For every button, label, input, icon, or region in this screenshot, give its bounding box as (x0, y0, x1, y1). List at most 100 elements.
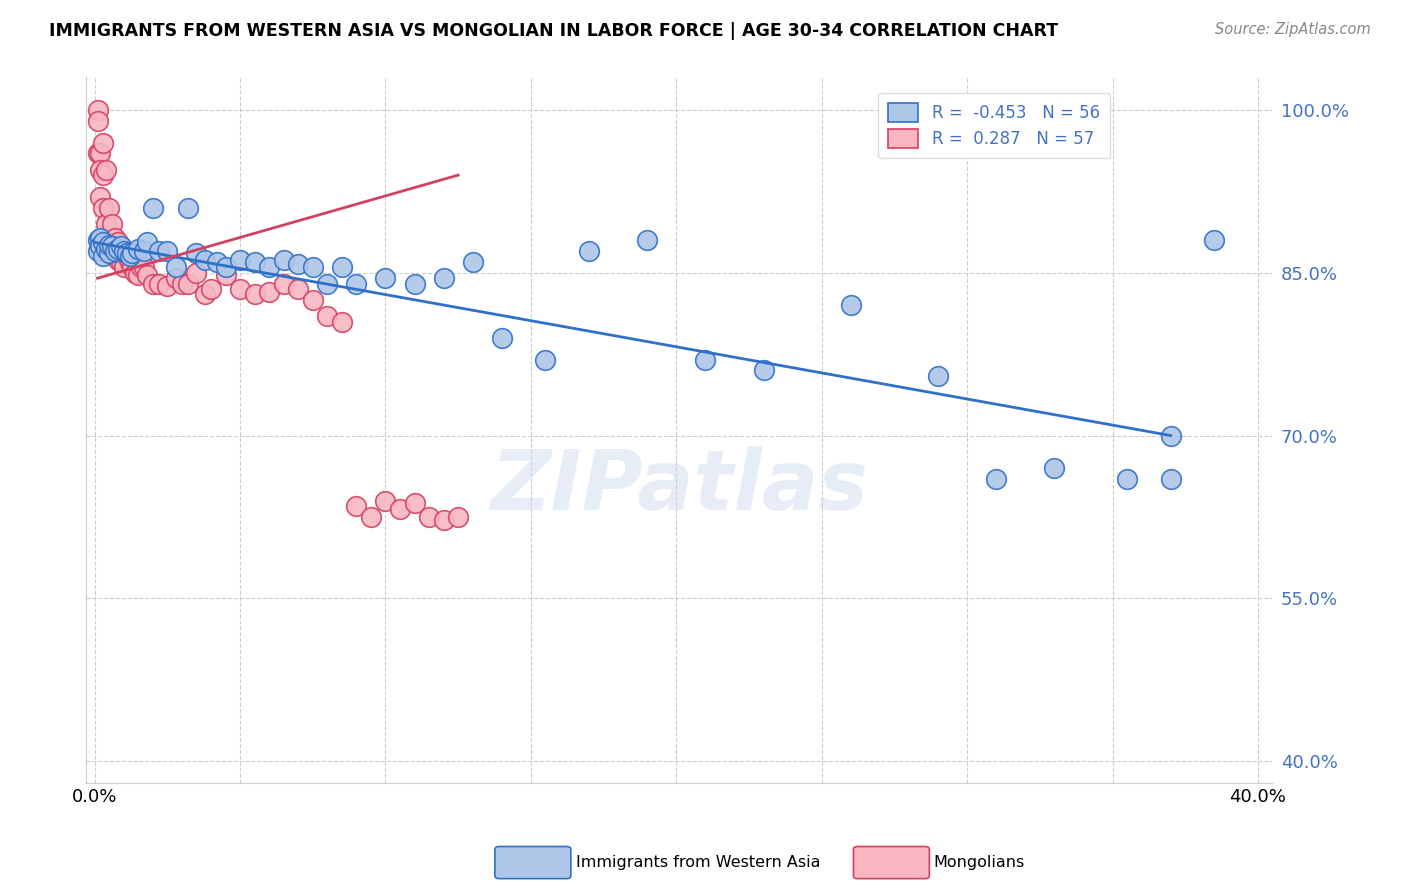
Point (257, 285, 280, 300)
Point (927, 368, 949, 383)
Point (136, 235, 159, 250)
Legend: R =  -0.453   N = 56, R =  0.287   N = 57: R = -0.453 N = 56, R = 0.287 N = 57 (879, 93, 1109, 158)
Point (534, 352, 557, 367)
Point (98, 246, 121, 260)
Text: Mongolians: Mongolians (934, 855, 1025, 870)
Point (330, 260, 353, 275)
Point (121, 260, 143, 275)
Point (86, 233, 108, 247)
Point (118, 255, 141, 269)
Point (344, 499, 367, 513)
Point (374, 493, 396, 508)
Point (98, 237, 121, 252)
Point (124, 266, 146, 280)
Point (89, 190, 111, 204)
Point (156, 244, 179, 258)
Point (287, 257, 309, 271)
Point (752, 363, 775, 377)
Point (418, 510, 440, 524)
Point (104, 244, 127, 258)
Point (177, 201, 200, 215)
Point (433, 271, 456, 285)
Point (86, 244, 108, 258)
Point (229, 282, 252, 296)
Point (118, 250, 141, 264)
Point (89, 231, 111, 245)
Point (132, 244, 155, 258)
Point (243, 255, 266, 269)
Point (194, 252, 217, 267)
Point (491, 331, 513, 345)
Point (404, 496, 426, 510)
Point (86, 103, 108, 117)
Point (374, 271, 396, 285)
Point (214, 268, 236, 282)
Point (301, 293, 323, 307)
Point (93, 136, 115, 150)
Point (186, 246, 208, 260)
Point (115, 250, 138, 264)
Point (136, 268, 159, 282)
Point (330, 315, 353, 329)
Point (96, 162, 118, 177)
Point (447, 510, 470, 524)
Point (273, 252, 295, 267)
Point (1043, 461, 1066, 475)
Point (112, 260, 135, 275)
Point (107, 235, 129, 250)
Point (142, 201, 165, 215)
Point (205, 255, 228, 269)
Point (107, 252, 129, 267)
Point (127, 268, 149, 282)
Point (273, 277, 295, 291)
Point (177, 277, 200, 291)
Point (104, 231, 127, 245)
Point (89, 146, 111, 161)
Point (93, 201, 115, 215)
Point (257, 260, 280, 275)
Point (148, 277, 170, 291)
Point (170, 277, 193, 291)
Point (98, 201, 121, 215)
Point (229, 252, 252, 267)
Point (695, 352, 717, 367)
Point (165, 271, 187, 285)
Point (200, 282, 222, 296)
Point (165, 260, 187, 275)
Point (389, 502, 412, 516)
FancyBboxPatch shape (495, 847, 571, 879)
Point (1160, 428, 1182, 442)
Point (110, 238, 132, 252)
Point (101, 238, 124, 252)
Point (107, 242, 129, 256)
Point (461, 255, 484, 269)
Point (1204, 233, 1226, 247)
Point (986, 472, 1008, 486)
Point (104, 244, 127, 258)
Point (89, 238, 111, 252)
Point (839, 298, 862, 312)
FancyBboxPatch shape (853, 847, 929, 879)
Point (1160, 472, 1182, 486)
Point (96, 217, 118, 231)
Point (93, 168, 115, 182)
Point (156, 278, 179, 293)
Point (101, 238, 124, 252)
Text: IMMIGRANTS FROM WESTERN ASIA VS MONGOLIAN IN LABOR FORCE | AGE 30-34 CORRELATION: IMMIGRANTS FROM WESTERN ASIA VS MONGOLIA… (49, 22, 1059, 40)
Point (186, 266, 208, 280)
Point (121, 246, 143, 260)
Point (287, 282, 309, 296)
Text: Immigrants from Western Asia: Immigrants from Western Asia (576, 855, 821, 870)
Text: ZIPatlas: ZIPatlas (491, 446, 868, 527)
Point (127, 242, 149, 256)
Point (578, 244, 600, 258)
Point (93, 235, 115, 250)
Point (636, 233, 658, 247)
Point (404, 277, 426, 291)
Point (132, 260, 155, 275)
Point (301, 260, 323, 275)
Point (316, 277, 339, 291)
Point (89, 162, 111, 177)
Point (112, 244, 135, 258)
Point (115, 246, 138, 260)
